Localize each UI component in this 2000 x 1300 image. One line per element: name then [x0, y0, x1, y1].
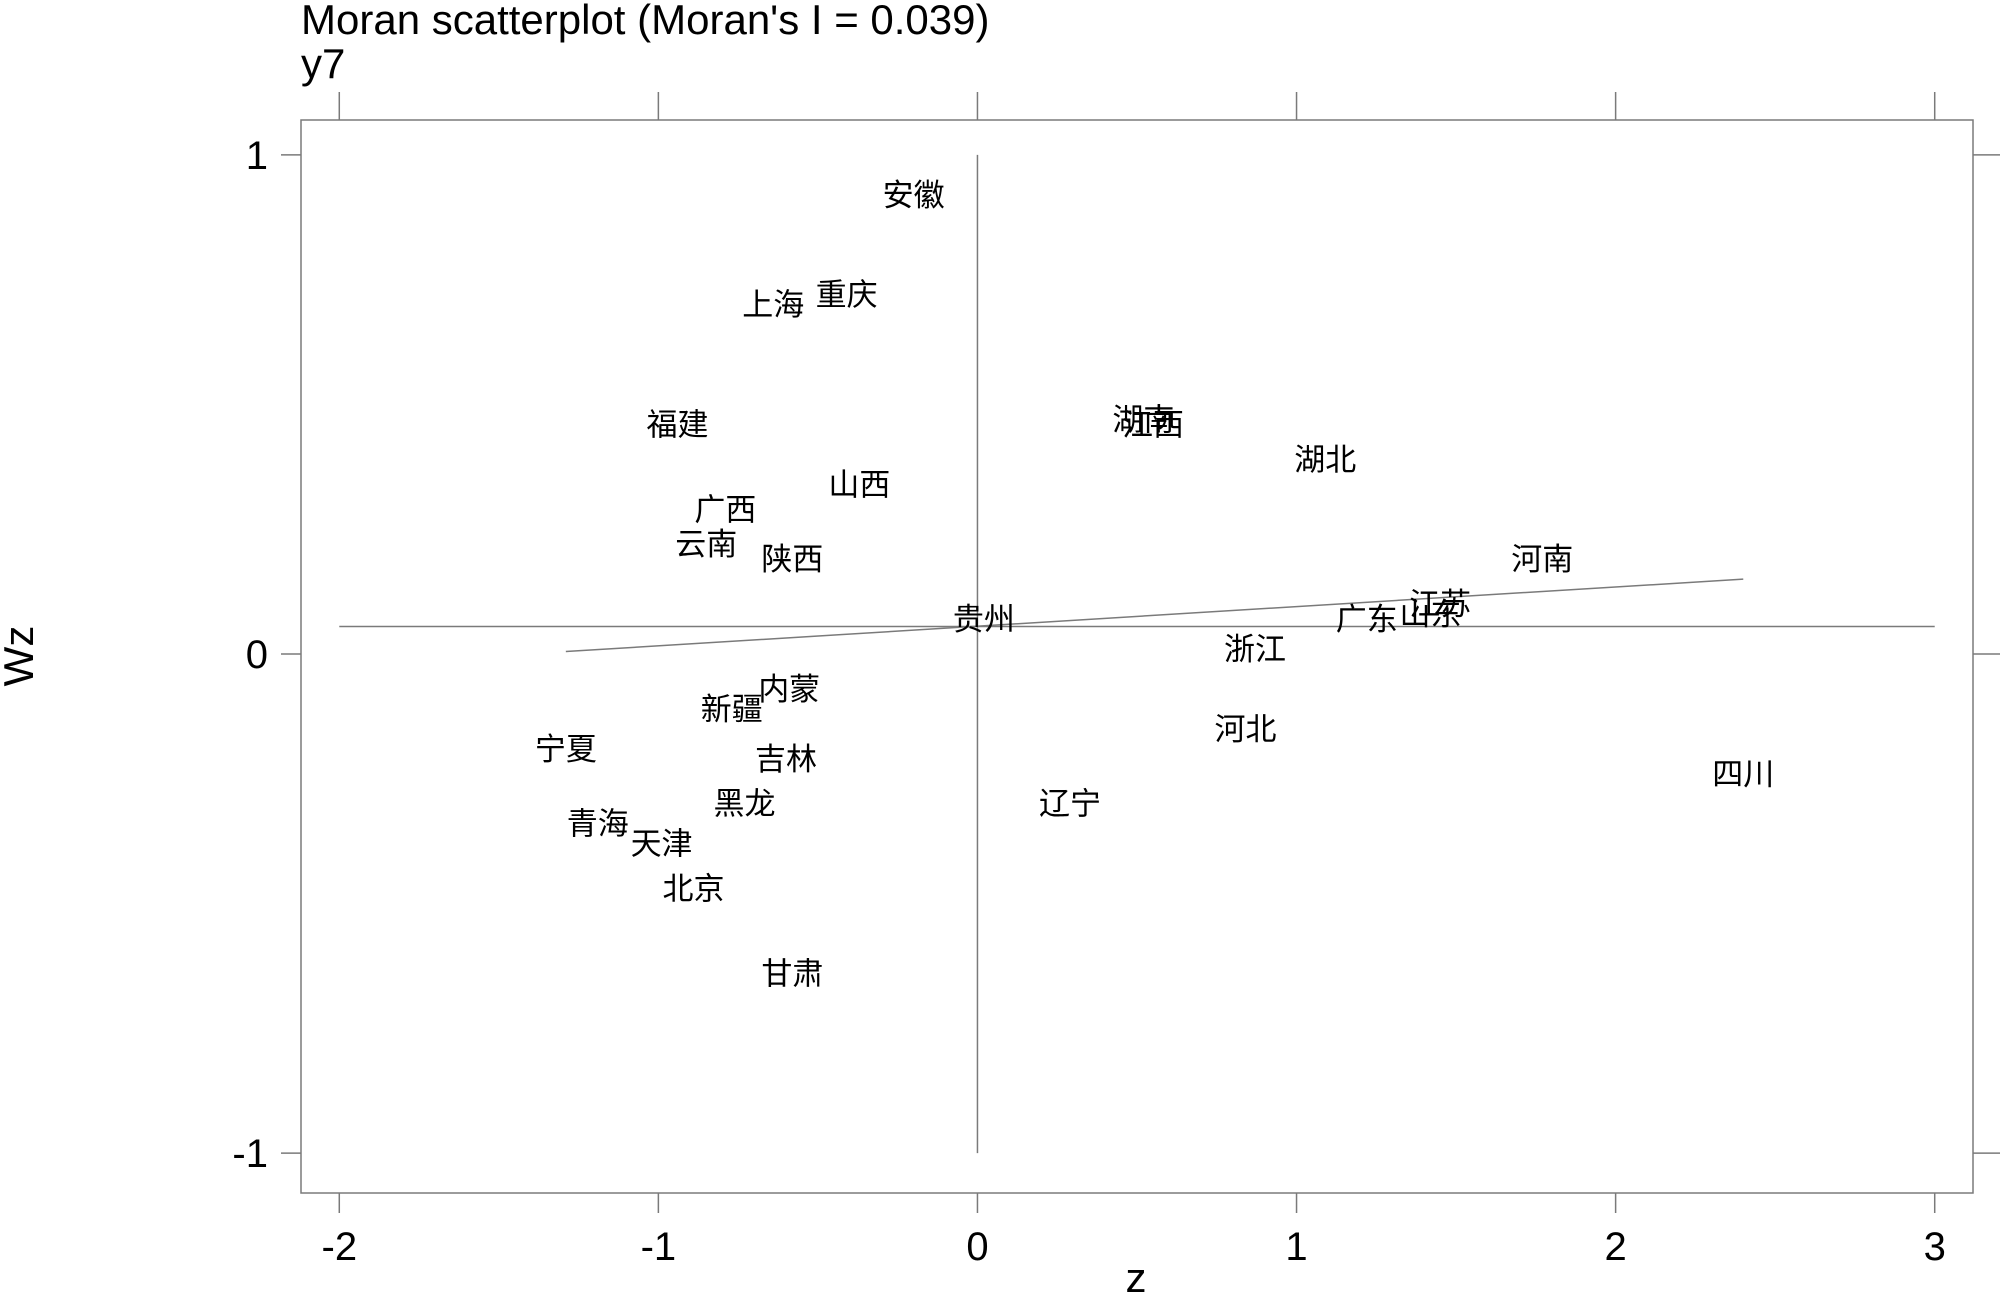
point-label: 贵州 — [953, 602, 1015, 638]
point-label: 黑龙 — [714, 787, 776, 823]
regression-line — [565, 578, 1744, 653]
point-label: 湖南 — [1112, 402, 1174, 438]
y-axis-title: Wz — [0, 626, 42, 687]
x-axis-title: z — [1126, 1254, 1147, 1300]
x-tick-label: -1 — [641, 1225, 677, 1269]
point-label: 陕西 — [761, 542, 823, 578]
point-label: 广东 — [1336, 602, 1398, 638]
x-tick-label: 1 — [1285, 1225, 1307, 1269]
x-axis: -2 -1 0 1 2 3 — [322, 92, 1946, 1269]
point-label: 广西 — [694, 492, 756, 528]
y-tick-label: 1 — [246, 134, 268, 178]
y-axis: -1 0 1 — [232, 134, 2000, 1176]
point-label: 安徽 — [883, 178, 945, 214]
point-label: 青海 — [567, 807, 629, 843]
plot-frame — [300, 119, 1974, 1194]
x-tick-label: 0 — [966, 1225, 988, 1269]
point-label: 重庆 — [816, 278, 878, 314]
point-label: 福建 — [647, 407, 709, 443]
point-label: 上海 — [742, 288, 804, 324]
point-label: 甘肃 — [761, 956, 823, 992]
point-label: 内蒙 — [758, 672, 820, 708]
point-label: 吉林 — [755, 742, 817, 778]
y-tick-label: 0 — [246, 633, 268, 677]
point-label: 河北 — [1214, 712, 1276, 748]
fit-line-group — [565, 578, 1744, 653]
point-label: 湖北 — [1294, 442, 1356, 478]
point-label: 北京 — [662, 872, 724, 908]
point-label: 山东 — [1400, 597, 1462, 633]
x-tick-label: 3 — [1924, 1225, 1946, 1269]
chart-subtitle: y7 — [301, 40, 345, 87]
point-label: 浙江 — [1224, 632, 1286, 668]
y-tick-label: -1 — [232, 1132, 268, 1176]
x-tick-label: 2 — [1605, 1225, 1627, 1269]
point-label: 四川 — [1712, 757, 1774, 793]
point-label: 山西 — [828, 467, 890, 503]
point-label: 天津 — [631, 827, 693, 863]
x-tick-label: -2 — [322, 1225, 358, 1269]
point-label: 河南 — [1511, 542, 1573, 578]
point-label: 云南 — [675, 527, 737, 563]
chart-title: Moran scatterplot (Moran's I = 0.039) — [301, 0, 990, 43]
point-label: 江苏 — [1409, 587, 1471, 623]
point-label: 江西 — [1122, 407, 1184, 443]
point-label: 辽宁 — [1039, 787, 1101, 823]
point-label: 宁夏 — [535, 732, 597, 768]
point-label: 新疆 — [701, 692, 763, 728]
reference-lines — [339, 154, 1935, 1154]
